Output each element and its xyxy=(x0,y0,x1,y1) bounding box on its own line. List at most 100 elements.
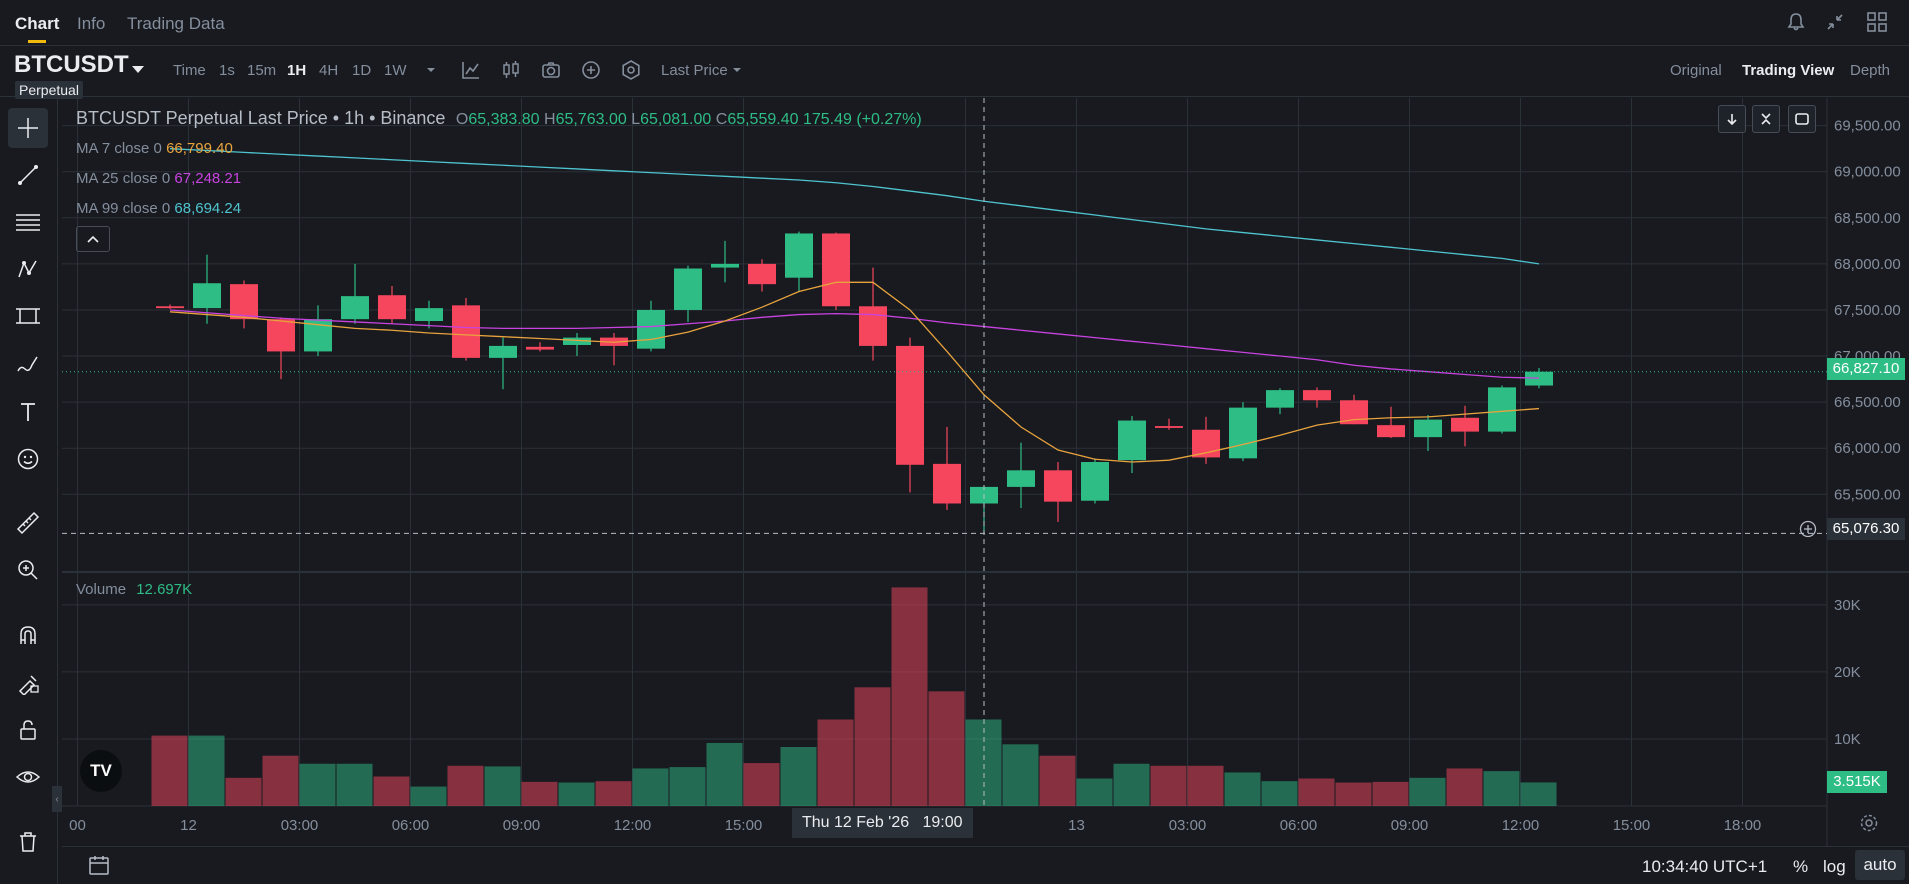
volume-bar xyxy=(595,781,632,806)
price-chart[interactable]: 69,500.00 69,000.00 68,500.00 68,000.00 67,5… xyxy=(62,98,1909,846)
emoji-icon[interactable] xyxy=(8,439,48,479)
volume-bar xyxy=(632,768,669,806)
volume-legend: Volume 12.697K xyxy=(76,581,193,598)
volume-bar xyxy=(484,766,521,806)
candle-body xyxy=(452,305,480,358)
layout-grid-icon[interactable] xyxy=(1865,10,1889,34)
volume-bar xyxy=(521,781,558,806)
candle-body xyxy=(193,283,221,309)
x-tick-label: 06:00 xyxy=(392,817,430,834)
volume-bar xyxy=(706,742,743,806)
volume-bar xyxy=(1298,778,1335,806)
y-tick-label: 66,000.00 xyxy=(1834,440,1901,457)
camera-icon[interactable] xyxy=(540,59,562,81)
trend-line-icon[interactable] xyxy=(8,155,48,195)
x-tick-label: 12:00 xyxy=(614,817,652,834)
price-type-select[interactable]: Last Price xyxy=(661,62,728,79)
candle-body xyxy=(896,345,924,465)
scroll-to-latest-icon[interactable] xyxy=(1718,105,1746,133)
percent-scale-toggle[interactable]: % xyxy=(1793,857,1809,876)
utc-clock[interactable]: 10:34:40 UTC+1 xyxy=(1642,857,1768,876)
axis-settings-icon[interactable] xyxy=(1859,813,1879,833)
magnet-icon[interactable] xyxy=(8,616,48,656)
tab-chart[interactable]: Chart xyxy=(15,14,60,33)
chevron-down-icon[interactable] xyxy=(132,66,144,73)
volume-bar xyxy=(151,735,188,806)
settings-icon[interactable] xyxy=(620,59,642,81)
volume-tick-label: 30K xyxy=(1834,597,1861,614)
crosshair-price-tag: 65,076.30 xyxy=(1827,518,1905,540)
calendar-icon[interactable] xyxy=(87,853,111,877)
candle-body xyxy=(785,233,813,278)
tab-trading-data[interactable]: Trading Data xyxy=(127,14,225,33)
horizontal-lines-icon[interactable] xyxy=(8,202,48,242)
volume-bar xyxy=(1520,782,1557,806)
compress-icon[interactable] xyxy=(1752,105,1780,133)
volume-bar xyxy=(669,767,706,806)
candle-body xyxy=(1340,400,1368,425)
volume-bar xyxy=(1002,744,1039,806)
volume-bar xyxy=(188,735,225,806)
tradingview-logo: TV xyxy=(80,750,122,792)
volume-bar xyxy=(1187,765,1224,806)
view-depth[interactable]: Depth xyxy=(1850,62,1891,79)
candlesticks xyxy=(156,231,1553,533)
candle-body xyxy=(230,284,258,320)
timeframe-time[interactable]: Time xyxy=(173,62,206,79)
collapse-legend-button[interactable] xyxy=(76,226,110,252)
candle-body xyxy=(489,345,517,358)
timeframe-1h[interactable]: 1H xyxy=(287,62,307,79)
bell-icon[interactable] xyxy=(1784,10,1808,34)
timeframe-4h[interactable]: 4H xyxy=(319,62,339,79)
symbol-selector[interactable]: BTCUSDT xyxy=(14,51,129,78)
collapse-icon[interactable] xyxy=(1823,10,1847,34)
candle-body xyxy=(1118,420,1146,461)
measure-range-icon[interactable] xyxy=(8,296,48,336)
volume-bar xyxy=(558,782,595,806)
candle-body xyxy=(378,295,406,320)
chart-toolbar xyxy=(0,47,1909,97)
active-tab-indicator xyxy=(28,40,46,43)
trash-icon[interactable] xyxy=(8,822,48,862)
chevron-down-icon[interactable] xyxy=(726,59,748,81)
view-trading-view[interactable]: Trading View xyxy=(1742,62,1835,79)
collapse-toolbar-button[interactable]: ‹ xyxy=(52,786,62,812)
ruler-icon[interactable] xyxy=(8,503,48,543)
y-tick-label: 68,500.00 xyxy=(1834,210,1901,227)
pattern-icon[interactable] xyxy=(8,249,48,289)
timeframe-1w[interactable]: 1W xyxy=(384,62,407,79)
timeframe-15m[interactable]: 15m xyxy=(247,62,277,79)
lock-drawing-icon[interactable] xyxy=(8,663,48,703)
candle-body xyxy=(1303,390,1331,401)
eye-icon[interactable] xyxy=(8,757,48,797)
candle-body xyxy=(526,346,554,350)
add-indicator-icon[interactable] xyxy=(580,59,602,81)
ma99-line xyxy=(169,148,1540,265)
volume-bar xyxy=(854,687,891,806)
timeframe-1s[interactable]: 1s xyxy=(219,62,235,79)
candle-body xyxy=(1377,425,1405,438)
x-tick-label: 09:00 xyxy=(1391,817,1429,834)
view-original[interactable]: Original xyxy=(1670,62,1722,79)
auto-scale-toggle[interactable]: auto xyxy=(1855,850,1905,880)
timeframe-1d[interactable]: 1D xyxy=(352,62,372,79)
ma25-line xyxy=(169,309,1540,379)
y-tick-label: 65,500.00 xyxy=(1834,486,1901,503)
brush-icon[interactable] xyxy=(8,343,48,383)
volume-bar xyxy=(1446,768,1483,806)
volume-bars xyxy=(151,587,1557,806)
candles-icon[interactable] xyxy=(500,59,522,81)
crosshair-icon[interactable] xyxy=(8,108,48,148)
tab-info[interactable]: Info xyxy=(77,14,106,33)
fullscreen-icon[interactable] xyxy=(1788,105,1816,133)
timeframe-dropdown-icon[interactable] xyxy=(420,59,442,81)
volume-bar xyxy=(410,786,447,806)
add-alert-icon[interactable] xyxy=(1799,520,1817,538)
unlock-icon[interactable] xyxy=(8,710,48,750)
volume-tick-label: 20K xyxy=(1834,664,1861,681)
text-icon[interactable] xyxy=(8,392,48,432)
log-scale-toggle[interactable]: log xyxy=(1823,857,1846,876)
zoom-in-icon[interactable] xyxy=(8,550,48,590)
chart-type-icon[interactable] xyxy=(460,59,482,81)
chart-grid xyxy=(62,98,1909,846)
